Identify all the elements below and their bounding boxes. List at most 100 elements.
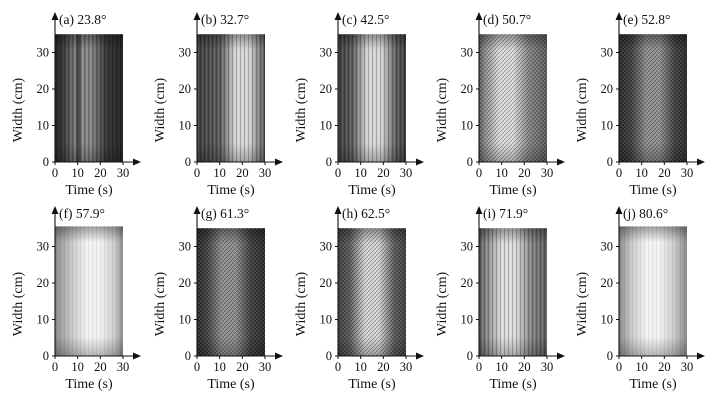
- y-tick-label: 20: [461, 82, 474, 96]
- panel-title: (b) 32.7°: [201, 12, 249, 27]
- x-axis-arrow: [133, 158, 141, 166]
- y-axis-arrow: [51, 206, 59, 214]
- shading-overlay: [619, 34, 687, 162]
- y-axis-arrow: [334, 206, 342, 214]
- x-axis-arrow: [133, 352, 141, 360]
- y-tick-label: 10: [37, 119, 50, 133]
- y-tick-label: 30: [37, 46, 50, 60]
- x-tick-label: 10: [71, 166, 84, 180]
- y-axis-arrow: [334, 12, 342, 20]
- x-tick-label: 0: [616, 166, 622, 180]
- y-tick-label: 0: [185, 349, 191, 363]
- x-tick-label: 20: [94, 166, 107, 180]
- x-tick-label: 30: [681, 166, 694, 180]
- x-tick-label: 10: [213, 166, 226, 180]
- y-tick-label: 20: [179, 276, 192, 290]
- panel-title: (h) 62.5°: [342, 206, 390, 221]
- x-axis-arrow: [557, 158, 565, 166]
- y-tick-label: 10: [601, 313, 614, 327]
- x-tick-label: 0: [476, 166, 482, 180]
- panel-e: 0 10 20 30 0 10 20 30 Time (s) Width (cm) (e) 52.8…: [575, 12, 705, 198]
- x-tick-label: 0: [194, 166, 200, 180]
- y-tick-label: 10: [601, 119, 614, 133]
- y-axis-arrow: [51, 12, 59, 20]
- x-tick-label: 20: [236, 360, 249, 374]
- panel-a: 0 10 20 30 0 10 20 30 Time (s) Width (cm) (a) 23.8…: [11, 12, 141, 198]
- y-tick-label: 20: [601, 276, 614, 290]
- x-axis-title: Time (s): [489, 183, 537, 198]
- y-tick-label: 10: [179, 313, 192, 327]
- y-axis-title: Width (cm): [575, 77, 590, 142]
- y-tick-label: 30: [37, 240, 50, 254]
- panel-title: (g) 61.3°: [201, 206, 249, 221]
- x-tick-label: 30: [681, 360, 694, 374]
- panel-title: (f) 57.9°: [59, 206, 105, 221]
- x-tick-label: 10: [354, 360, 367, 374]
- y-axis-title: Width (cm): [153, 271, 168, 336]
- x-tick-label: 10: [635, 166, 648, 180]
- y-tick-label: 20: [461, 276, 474, 290]
- x-tick-label: 30: [259, 360, 272, 374]
- shading-overlay: [55, 226, 123, 356]
- y-tick-label: 10: [179, 119, 192, 133]
- x-tick-label: 10: [495, 360, 508, 374]
- y-tick-label: 30: [601, 240, 614, 254]
- x-tick-label: 0: [616, 360, 622, 374]
- y-tick-label: 20: [37, 276, 50, 290]
- x-axis-title: Time (s): [348, 377, 396, 392]
- panel-title: (i) 71.9°: [483, 206, 528, 221]
- y-axis-title: Width (cm): [435, 77, 450, 142]
- y-tick-label: 30: [320, 46, 333, 60]
- x-axis-title: Time (s): [65, 377, 113, 392]
- x-axis-title: Time (s): [348, 183, 396, 198]
- x-tick-label: 30: [541, 360, 554, 374]
- panels-grid: 0 10 20 30 0 10 20 30 Time (s) Width (cm) (a) 23.8…: [11, 12, 705, 392]
- x-tick-label: 20: [518, 360, 531, 374]
- panel-title: (j) 80.6°: [623, 206, 668, 221]
- shading-overlay: [619, 226, 687, 356]
- shading-overlay: [197, 228, 265, 356]
- x-axis-title: Time (s): [489, 377, 537, 392]
- x-axis-title: Time (s): [207, 183, 255, 198]
- y-axis-arrow: [615, 12, 623, 20]
- y-tick-label: 30: [461, 46, 474, 60]
- y-tick-label: 30: [179, 46, 192, 60]
- x-tick-label: 20: [658, 166, 671, 180]
- y-axis-arrow: [193, 12, 201, 20]
- y-tick-label: 0: [185, 155, 191, 169]
- y-axis-title: Width (cm): [435, 271, 450, 336]
- panel-title: (c) 42.5°: [342, 12, 389, 27]
- y-tick-label: 30: [601, 46, 614, 60]
- y-axis-title: Width (cm): [294, 271, 309, 336]
- y-tick-label: 20: [601, 82, 614, 96]
- x-tick-label: 20: [94, 360, 107, 374]
- x-axis-title: Time (s): [65, 183, 113, 198]
- panel-title: (d) 50.7°: [483, 12, 531, 27]
- y-tick-label: 30: [461, 240, 474, 254]
- y-axis-title: Width (cm): [153, 77, 168, 142]
- y-tick-label: 20: [179, 82, 192, 96]
- y-axis-title: Width (cm): [575, 271, 590, 336]
- x-axis-title: Time (s): [629, 377, 677, 392]
- x-axis-arrow: [416, 352, 424, 360]
- x-tick-label: 10: [495, 166, 508, 180]
- x-tick-label: 30: [259, 166, 272, 180]
- y-tick-label: 0: [607, 155, 613, 169]
- x-axis-arrow: [416, 158, 424, 166]
- x-axis-arrow: [275, 158, 283, 166]
- y-axis-arrow: [615, 206, 623, 214]
- x-tick-label: 30: [117, 360, 130, 374]
- panel-f: 0 10 20 30 0 10 20 30 Time (s) Width (cm) (f) 57.9…: [11, 206, 141, 392]
- y-tick-label: 0: [607, 349, 613, 363]
- panel-title: (a) 23.8°: [59, 12, 106, 27]
- panel-g: 0 10 20 30 0 10 20 30 Time (s) Width (cm) (g) 61.3…: [153, 206, 283, 392]
- x-tick-label: 10: [71, 360, 84, 374]
- panel-h: 0 10 20 30 0 10 20 30 Time (s) Width (cm) (h) 62.5…: [294, 206, 424, 392]
- y-tick-label: 0: [326, 155, 332, 169]
- y-tick-label: 20: [37, 82, 50, 96]
- x-tick-label: 30: [541, 166, 554, 180]
- shading-overlay: [55, 34, 123, 162]
- shading-overlay: [479, 34, 547, 162]
- x-tick-label: 10: [354, 166, 367, 180]
- x-tick-label: 0: [52, 166, 58, 180]
